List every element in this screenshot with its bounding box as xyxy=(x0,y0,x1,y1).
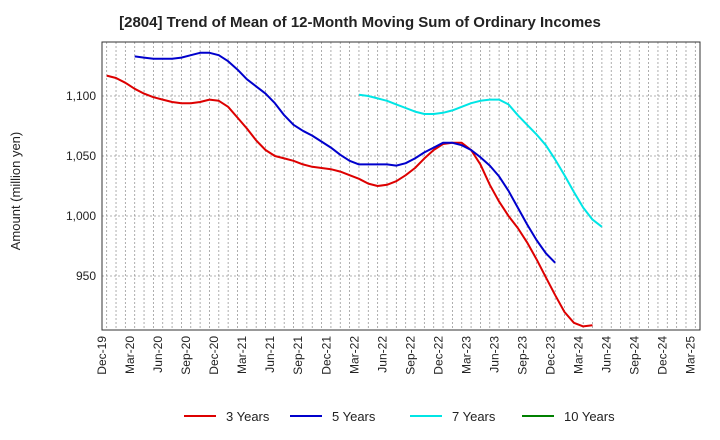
x-tick-label: Dec-24 xyxy=(656,336,670,375)
legend-label: 10 Years xyxy=(564,408,615,424)
x-tick-label: Mar-24 xyxy=(572,336,586,374)
legend-swatch xyxy=(522,415,554,417)
legend-swatch xyxy=(290,415,322,417)
x-tick-label: Sep-20 xyxy=(179,336,193,375)
legend-label: 3 Years xyxy=(226,408,270,424)
x-tick-label: Dec-20 xyxy=(207,336,221,375)
x-tick-label: Jun-20 xyxy=(151,336,165,373)
series-line-5-years xyxy=(134,51,556,264)
x-tick-label: Jun-23 xyxy=(487,336,501,373)
legend-label: 5 Years xyxy=(332,408,376,424)
x-tick-label: Mar-22 xyxy=(347,336,361,374)
y-tick-label: 1,000 xyxy=(66,209,96,223)
x-tick-label: Mar-20 xyxy=(123,336,137,374)
grid xyxy=(102,42,700,330)
x-tick-label: Mar-21 xyxy=(235,336,249,374)
y-tick-label: 1,050 xyxy=(66,149,96,163)
y-axis-label: Amount (million yen) xyxy=(8,132,23,251)
x-tick-label: Jun-21 xyxy=(263,336,277,373)
chart-title: [2804] Trend of Mean of 12-Month Moving … xyxy=(119,14,601,31)
x-tick-label: Sep-21 xyxy=(291,336,305,375)
plot-frame xyxy=(101,41,701,331)
x-tick-label: Jun-24 xyxy=(600,336,614,373)
legend-item-7-years: 7 Years xyxy=(410,406,495,426)
legend-label: 7 Years xyxy=(452,408,496,424)
x-axis-ticks: Dec-19 Mar-20 Jun-20 Sep-20 Dec-20 Mar-21 Jun-… xyxy=(95,336,698,375)
x-tick-label: Dec-19 xyxy=(95,336,109,375)
x-tick-label: Mar-25 xyxy=(684,336,698,374)
legend-swatch xyxy=(184,415,216,417)
legend-swatch xyxy=(410,415,442,417)
legend-item-3-years: 3 Years xyxy=(184,406,269,426)
y-tick-label: 1,100 xyxy=(66,89,96,103)
x-tick-label: Jun-22 xyxy=(375,336,389,373)
y-axis-ticks: 950 1,000 1,050 1,100 xyxy=(66,89,96,283)
x-tick-label: Mar-23 xyxy=(459,336,473,374)
series-lines xyxy=(106,51,603,328)
x-tick-label: Sep-24 xyxy=(628,336,642,375)
legend-item-10-years: 10 Years xyxy=(522,406,615,426)
legend: 3 Years 5 Years 7 Years 10 Years xyxy=(0,406,720,426)
series-line-3-years xyxy=(106,74,593,328)
x-tick-label: Dec-21 xyxy=(319,336,333,375)
x-tick-label: Dec-22 xyxy=(431,336,445,375)
legend-item-5-years: 5 Years xyxy=(290,406,375,426)
x-tick-label: Sep-22 xyxy=(403,336,417,375)
y-tick-label: 950 xyxy=(76,269,96,283)
x-tick-label: Sep-23 xyxy=(515,336,529,375)
x-tick-label: Dec-23 xyxy=(544,336,558,375)
series-line-7-years xyxy=(358,93,603,228)
